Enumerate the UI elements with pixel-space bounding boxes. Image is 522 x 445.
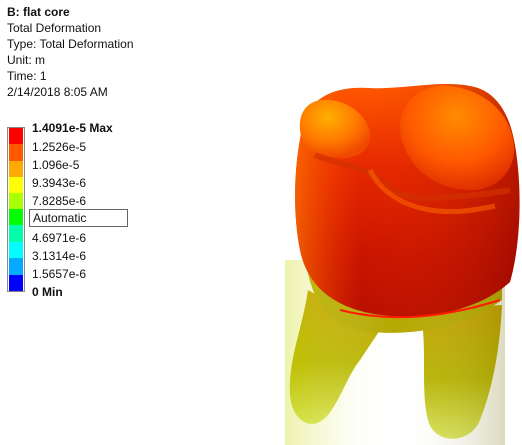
legend-swatch-9	[9, 275, 23, 291]
legend-swatch-8	[9, 258, 23, 275]
result-info-panel: B: flat core Total Deformation Type: Tot…	[7, 4, 134, 100]
legend-max-label: 1.4091e-5 Max	[32, 121, 113, 135]
legend-swatch-1	[9, 144, 23, 161]
result-title: B: flat core	[7, 5, 70, 19]
tooth-fissure	[313, 152, 511, 202]
result-unit: Unit: m	[7, 53, 46, 67]
legend-label-7: 1.5657e-6	[32, 267, 87, 281]
legend-color-bar[interactable]	[7, 127, 25, 292]
result-timestamp: 2/14/2018 8:05 AM	[7, 85, 108, 99]
legend-min-label: 0 Min	[32, 285, 63, 299]
tooth-cusp-left	[299, 99, 371, 158]
legend-label-5: 4.6971e-6	[32, 231, 87, 245]
legend-label-2: 1.096e-5	[32, 158, 80, 172]
legend-label-4: 7.8285e-6	[32, 194, 87, 208]
legend-swatch-2	[9, 161, 23, 177]
result-type: Type: Total Deformation	[7, 37, 134, 51]
legend-swatch-4	[9, 193, 23, 209]
legend-swatch-0	[9, 128, 23, 144]
tooth-cej-line	[339, 299, 501, 319]
legend-swatch-3	[9, 177, 23, 193]
legend-swatch-6	[9, 225, 23, 242]
result-time: Time: 1	[7, 69, 47, 83]
result-name: Total Deformation	[7, 21, 102, 35]
legend-label-1: 1.2526e-5	[32, 140, 87, 154]
tooth-deformation-model[interactable]	[270, 60, 522, 445]
legend-swatch-7	[9, 242, 23, 258]
tooth-cusp-right	[399, 85, 515, 191]
legend-swatch-5	[9, 209, 23, 225]
legend-automatic-button[interactable]: Automatic	[29, 209, 128, 227]
color-legend: 1.4091e-5 Max 1.2526e-5 1.096e-5 9.3943e…	[7, 121, 137, 301]
legend-label-6: 3.1314e-6	[32, 249, 87, 263]
legend-label-3: 9.3943e-6	[32, 176, 87, 190]
